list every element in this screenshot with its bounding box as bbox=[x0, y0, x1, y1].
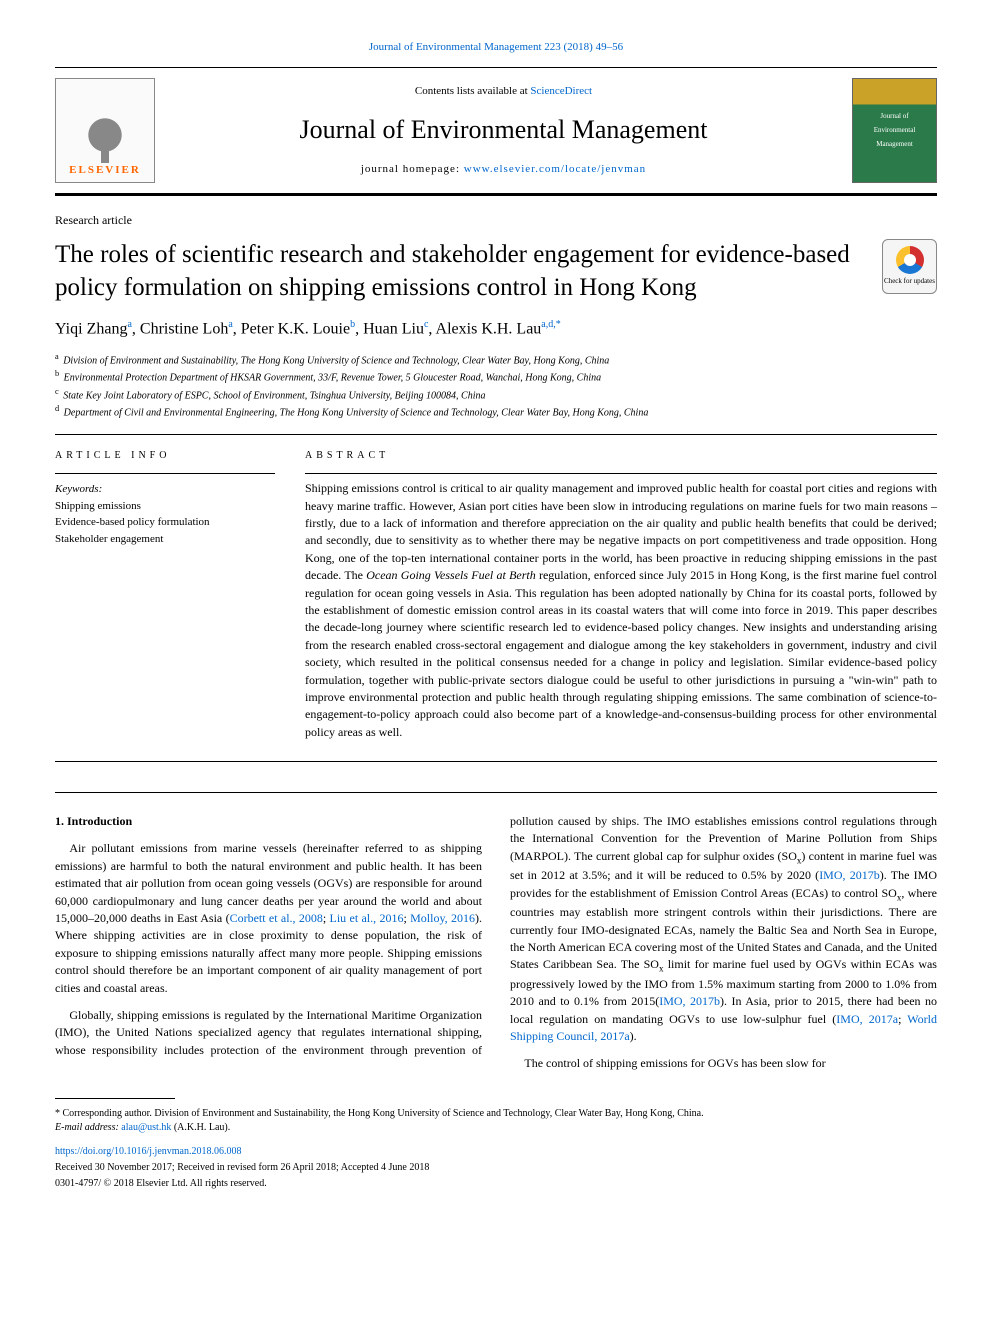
contents-line: Contents lists available at ScienceDirec… bbox=[155, 84, 852, 99]
elsevier-logo[interactable]: ELSEVIER bbox=[55, 78, 155, 183]
article-info-label: ARTICLE INFO bbox=[55, 449, 275, 463]
citation-link[interactable]: IMO, 2017b bbox=[659, 994, 720, 1008]
email-line: E-mail address: alau@ust.hk (A.K.H. Lau)… bbox=[55, 1121, 937, 1135]
affiliation-item: c State Key Joint Laboratory of ESPC, Sc… bbox=[55, 386, 937, 403]
abstract-divider bbox=[305, 473, 937, 474]
doi-link[interactable]: https://doi.org/10.1016/j.jenvman.2018.0… bbox=[55, 1145, 937, 1159]
abstract-text: Shipping emissions control is critical t… bbox=[305, 480, 937, 741]
check-updates-label: Check for updates bbox=[884, 277, 935, 287]
article-info-column: ARTICLE INFO Keywords: Shipping emission… bbox=[55, 449, 275, 741]
affiliation-item: d Department of Civil and Environmental … bbox=[55, 403, 937, 420]
citation-link[interactable]: Liu et al., 2016 bbox=[330, 911, 404, 925]
corresponding-author-note: * Corresponding author. Division of Envi… bbox=[55, 1107, 937, 1121]
journal-name: Journal of Environmental Management bbox=[155, 112, 852, 148]
keyword-item: Stakeholder engagement bbox=[55, 531, 275, 548]
info-abstract-row: ARTICLE INFO Keywords: Shipping emission… bbox=[55, 449, 937, 741]
cover-text-1: Journal of bbox=[878, 110, 910, 124]
homepage-link[interactable]: www.elsevier.com/locate/jenvman bbox=[464, 163, 646, 175]
body-columns: 1. Introduction Air pollutant emissions … bbox=[55, 813, 937, 1073]
divider-top bbox=[55, 434, 937, 435]
elsevier-tree-icon bbox=[70, 93, 140, 163]
top-citation-link[interactable]: Journal of Environmental Management 223 … bbox=[55, 40, 937, 55]
affiliation-item: b Environmental Protection Department of… bbox=[55, 368, 937, 385]
check-for-updates-badge[interactable]: Check for updates bbox=[882, 239, 937, 294]
keyword-item: Evidence-based policy formulation bbox=[55, 514, 275, 531]
citation-link[interactable]: Molloy, 2016 bbox=[410, 911, 475, 925]
footnote-divider bbox=[55, 1098, 175, 1099]
homepage-line: journal homepage: www.elsevier.com/locat… bbox=[155, 162, 852, 177]
title-row: The roles of scientific research and sta… bbox=[55, 239, 937, 318]
contents-prefix: Contents lists available at bbox=[415, 85, 530, 97]
abstract-column: ABSTRACT Shipping emissions control is c… bbox=[305, 449, 937, 741]
main-divider bbox=[55, 792, 937, 793]
article-type: Research article bbox=[55, 212, 937, 229]
email-label: E-mail address: bbox=[55, 1122, 121, 1133]
keyword-item: Shipping emissions bbox=[55, 498, 275, 515]
body-paragraph: Air pollutant emissions from marine vess… bbox=[55, 840, 482, 997]
journal-header: ELSEVIER Contents lists available at Sci… bbox=[55, 67, 937, 196]
keywords-list: Shipping emissionsEvidence-based policy … bbox=[55, 498, 275, 548]
body-paragraph: The control of shipping emissions for OG… bbox=[510, 1055, 937, 1072]
email-link[interactable]: alau@ust.hk bbox=[121, 1122, 171, 1133]
keywords-heading: Keywords: bbox=[55, 482, 275, 497]
copyright-line: 0301-4797/ © 2018 Elsevier Ltd. All righ… bbox=[55, 1177, 937, 1191]
affiliation-item: a Division of Environment and Sustainabi… bbox=[55, 351, 937, 368]
citation-link[interactable]: Corbett et al., 2008 bbox=[230, 911, 323, 925]
affiliations-list: a Division of Environment and Sustainabi… bbox=[55, 351, 937, 420]
footnotes: * Corresponding author. Division of Envi… bbox=[55, 1107, 937, 1135]
header-middle: Contents lists available at ScienceDirec… bbox=[155, 84, 852, 177]
received-dates: Received 30 November 2017; Received in r… bbox=[55, 1161, 937, 1175]
cover-text-3: Management bbox=[874, 138, 915, 152]
abstract-label: ABSTRACT bbox=[305, 449, 937, 463]
info-divider bbox=[55, 473, 275, 474]
authors-list: Yiqi Zhanga, Christine Loha, Peter K.K. … bbox=[55, 318, 937, 341]
divider-bottom bbox=[55, 761, 937, 762]
sciencedirect-link[interactable]: ScienceDirect bbox=[530, 85, 592, 97]
journal-cover-thumbnail[interactable]: Journal of Environmental Management bbox=[852, 78, 937, 183]
citation-link[interactable]: IMO, 2017b bbox=[819, 868, 880, 882]
elsevier-label: ELSEVIER bbox=[69, 163, 141, 182]
citation-link[interactable]: IMO, 2017a bbox=[836, 1012, 898, 1026]
homepage-prefix: journal homepage: bbox=[361, 163, 464, 175]
email-suffix: (A.K.H. Lau). bbox=[171, 1122, 230, 1133]
crossmark-icon bbox=[896, 246, 924, 274]
cover-text-2: Environmental bbox=[872, 124, 918, 138]
article-title: The roles of scientific research and sta… bbox=[55, 239, 862, 304]
section-heading-intro: 1. Introduction bbox=[55, 813, 482, 830]
